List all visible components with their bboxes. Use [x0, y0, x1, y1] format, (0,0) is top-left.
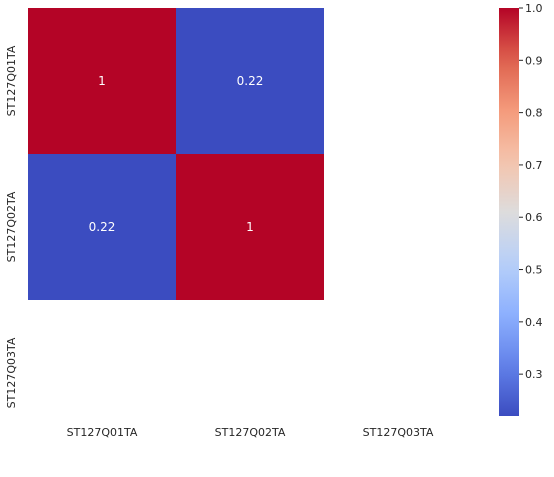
cell-annotation: 1	[246, 220, 254, 234]
x-tick-label: ST127Q02TA	[215, 426, 286, 439]
colorbar-gradient	[499, 8, 519, 416]
heatmap-cell	[28, 8, 176, 154]
cell-annotation: 0.22	[237, 74, 264, 88]
x-tick-label: ST127Q03TA	[363, 426, 434, 439]
colorbar-tick-label: 1.0	[525, 2, 543, 15]
heatmap-cell	[176, 154, 324, 300]
y-tick-label: ST127Q03TA	[5, 337, 18, 408]
colorbar-tick-label: 0.3	[525, 368, 543, 381]
heatmap-cell	[28, 154, 176, 300]
y-tick-labels: ST127Q01TA ST127Q02TA ST127Q03TA	[5, 45, 18, 408]
cell-annotation: 0.22	[89, 220, 116, 234]
cell-annotation: 1	[98, 74, 106, 88]
colorbar-tick-label: 0.9	[525, 54, 543, 67]
colorbar-tick-label: 0.8	[525, 107, 543, 120]
heatmap-cell	[176, 8, 324, 154]
x-tick-label: ST127Q01TA	[67, 426, 138, 439]
colorbar: 0.3 0.4 0.5 0.6 0.7 0.8 0.9 1.0	[499, 2, 543, 416]
y-tick-label: ST127Q01TA	[5, 45, 18, 116]
colorbar-tick-label: 0.5	[525, 264, 543, 277]
colorbar-tick-label: 0.6	[525, 211, 543, 224]
heatmap-annotations: 1 0.22 0.22 1	[89, 74, 264, 234]
colorbar-tick-label: 0.4	[525, 316, 543, 329]
colorbar-tick-label: 0.7	[525, 159, 543, 172]
x-tick-labels: ST127Q01TA ST127Q02TA ST127Q03TA	[67, 426, 434, 439]
y-tick-label: ST127Q02TA	[5, 191, 18, 262]
heatmap-cells	[28, 8, 324, 300]
